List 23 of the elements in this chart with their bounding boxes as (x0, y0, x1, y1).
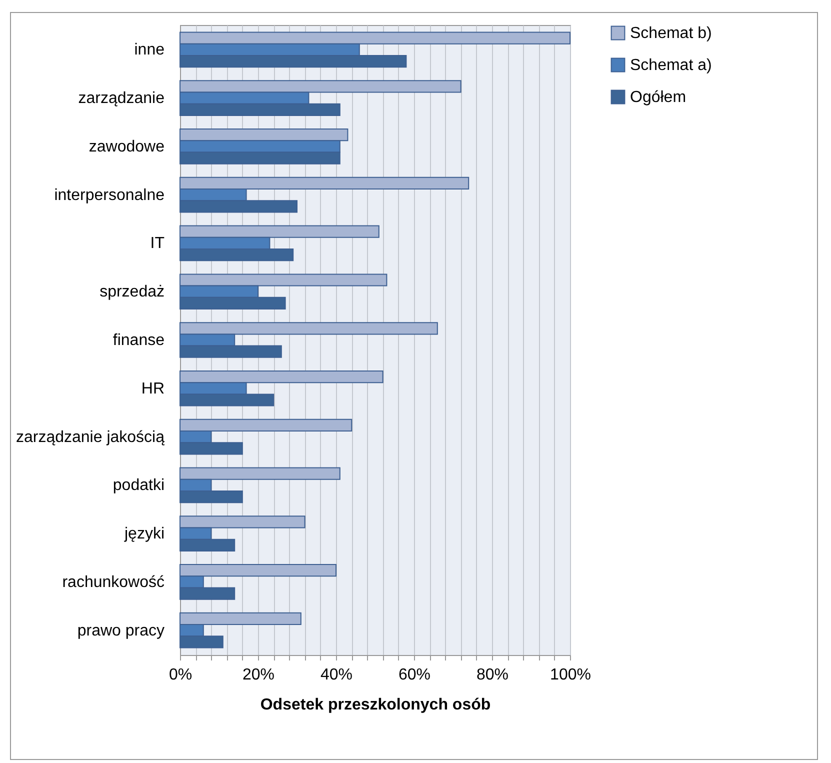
x-tick-label: 20% (242, 666, 275, 684)
x-tick-label: 100% (550, 666, 591, 684)
y-tick-label: prawo pracy (77, 622, 164, 640)
legend-label: Schemat a) (630, 57, 712, 74)
y-tick-label: interpersonalne (54, 186, 165, 204)
y-tick-label: HR (141, 380, 164, 398)
y-tick-label: zarządzanie (78, 90, 165, 108)
y-tick-label: zarządzanie jakością (16, 428, 165, 446)
y-tick-label: języki (123, 526, 164, 543)
y-tick-label: sprzedaż (100, 284, 164, 301)
x-tick-label: 0% (168, 666, 192, 684)
legend-label: Ogółem (630, 89, 686, 106)
x-tick-label: 40% (320, 666, 353, 684)
x-tick-label: 60% (398, 666, 431, 684)
y-tick-label: zawodowe (88, 138, 165, 156)
legend-label: Schemat b) (630, 25, 712, 42)
y-tick-label: finanse (112, 332, 165, 349)
x-tick-label: 80% (476, 666, 509, 684)
y-tick-label: inne (134, 42, 165, 59)
x-axis-title: Odsetek przeszkolonych osób (260, 696, 491, 714)
y-tick-label: podatki (112, 477, 164, 494)
y-tick-label: rachunkowość (62, 574, 164, 591)
y-tick-label: IT (150, 235, 165, 252)
